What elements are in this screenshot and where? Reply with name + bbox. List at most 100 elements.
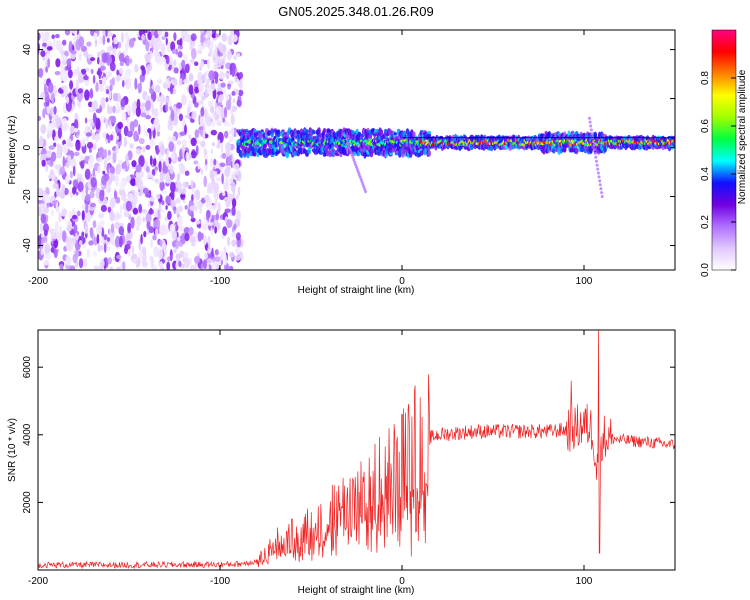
heatmap-cell bbox=[135, 225, 140, 232]
heatmap-cell bbox=[112, 105, 116, 114]
heatmap-cell bbox=[231, 198, 237, 208]
heatmap-cell bbox=[165, 102, 169, 113]
heatmap-cell bbox=[215, 259, 220, 270]
heatmap-cell bbox=[220, 82, 226, 88]
heatmap-cell bbox=[165, 55, 170, 65]
heatmap-cell bbox=[132, 207, 139, 215]
heatmap-cell bbox=[111, 237, 115, 246]
heatmap-cell bbox=[217, 52, 223, 57]
heatmap-cell bbox=[38, 115, 42, 121]
heatmap-cell bbox=[65, 175, 70, 185]
heatmap-cell bbox=[183, 260, 190, 269]
colorbar-tick-label: 0.4 bbox=[700, 167, 711, 181]
heatmap-cell bbox=[126, 55, 130, 67]
heatmap-cell bbox=[138, 249, 143, 259]
heatmap-cell bbox=[109, 197, 116, 209]
heatmap-cell bbox=[65, 161, 70, 169]
heatmap-cell bbox=[361, 182, 365, 186]
heatmap-cell bbox=[207, 52, 212, 57]
heatmap-cell bbox=[60, 69, 65, 82]
colorbar-tick-label: 0.0 bbox=[700, 263, 711, 277]
heatmap-cell bbox=[200, 107, 205, 117]
heatmap-cell bbox=[93, 250, 97, 257]
heatmap-cell bbox=[144, 53, 151, 60]
heatmap-cell bbox=[55, 58, 61, 68]
x-tick-label: -100 bbox=[210, 276, 230, 287]
heatmap-cell bbox=[38, 187, 43, 198]
heatmap-cell bbox=[77, 88, 84, 94]
heatmap-cell bbox=[200, 60, 205, 68]
heatmap-cell bbox=[180, 187, 187, 195]
heatmap-cell bbox=[38, 206, 43, 217]
heatmap-cell bbox=[360, 180, 364, 184]
heatmap-cell bbox=[213, 182, 220, 193]
heatmap-cell bbox=[596, 167, 600, 171]
heatmap-cell bbox=[311, 130, 316, 135]
heatmap-cell bbox=[199, 41, 202, 52]
heatmap-cell bbox=[134, 64, 139, 73]
heatmap-cell bbox=[200, 140, 206, 148]
heatmap-cell bbox=[38, 146, 42, 155]
heatmap-cell bbox=[59, 263, 64, 270]
y-tick-label: 20 bbox=[22, 93, 33, 105]
heatmap-cell bbox=[217, 139, 221, 149]
heatmap-cell bbox=[126, 247, 131, 257]
heatmap-cell bbox=[99, 189, 105, 202]
heatmap-cell bbox=[170, 109, 175, 122]
heatmap-cell bbox=[103, 148, 107, 159]
heatmap-cell bbox=[68, 210, 73, 221]
heatmap-cell bbox=[165, 97, 170, 104]
heatmap-cell bbox=[229, 63, 233, 76]
heatmap-cell bbox=[588, 120, 592, 124]
heatmap-cell bbox=[81, 138, 86, 147]
heatmap-cell bbox=[165, 176, 169, 183]
snr-x-ticks: -200 -100 0 100 bbox=[28, 330, 593, 587]
heatmap-cell bbox=[148, 208, 154, 215]
heatmap-cell bbox=[195, 220, 201, 225]
heatmap-cell bbox=[427, 150, 432, 157]
heatmap-cell bbox=[127, 222, 132, 234]
heatmap-cell bbox=[219, 55, 222, 64]
heatmap-cell bbox=[48, 174, 54, 179]
heatmap-cell bbox=[210, 218, 214, 223]
heatmap-cell bbox=[235, 232, 241, 241]
heatmap-cell bbox=[155, 193, 161, 200]
chart-title: GN05.2025.348.01.26.R09 bbox=[278, 4, 433, 19]
heatmap-cell bbox=[222, 191, 226, 197]
heatmap-cell bbox=[307, 149, 312, 155]
heatmap-cell bbox=[165, 37, 168, 46]
heatmap-cell bbox=[46, 53, 52, 59]
heatmap-cell bbox=[589, 128, 593, 132]
heatmap-cell bbox=[116, 254, 122, 260]
heatmap-cell bbox=[118, 52, 125, 63]
heatmap-cell bbox=[427, 130, 432, 135]
heatmap-cell bbox=[234, 254, 241, 261]
heatmap-cell bbox=[221, 173, 224, 185]
heatmap-cell bbox=[173, 67, 179, 74]
heatmap-cell bbox=[184, 170, 190, 176]
heatmap-cell bbox=[56, 118, 59, 129]
heatmap-cell bbox=[40, 248, 44, 256]
heatmap-cell bbox=[53, 38, 57, 48]
heatmap-cell bbox=[51, 34, 55, 39]
heatmap-cell bbox=[202, 60, 209, 65]
heatmap-cell bbox=[161, 30, 166, 38]
heatmap-cell bbox=[190, 33, 197, 42]
heatmap-cell bbox=[84, 222, 89, 235]
heatmap-cell bbox=[172, 206, 177, 211]
heatmap-cell bbox=[207, 204, 213, 210]
heatmap-cell bbox=[190, 150, 197, 159]
heatmap-cell bbox=[108, 228, 112, 235]
heatmap-cell bbox=[229, 30, 235, 36]
heatmap-cell bbox=[122, 261, 126, 270]
heatmap-cell bbox=[188, 134, 192, 140]
heatmap-cell bbox=[60, 54, 67, 62]
heatmap-cell bbox=[75, 79, 79, 87]
heatmap-cell bbox=[106, 133, 109, 140]
heatmap-cell bbox=[231, 126, 235, 138]
heatmap-cell bbox=[204, 108, 208, 120]
heatmap-cell bbox=[128, 38, 135, 48]
heatmap-cell bbox=[46, 202, 50, 208]
heatmap-cell bbox=[92, 112, 97, 124]
heatmap-cell bbox=[210, 115, 216, 128]
